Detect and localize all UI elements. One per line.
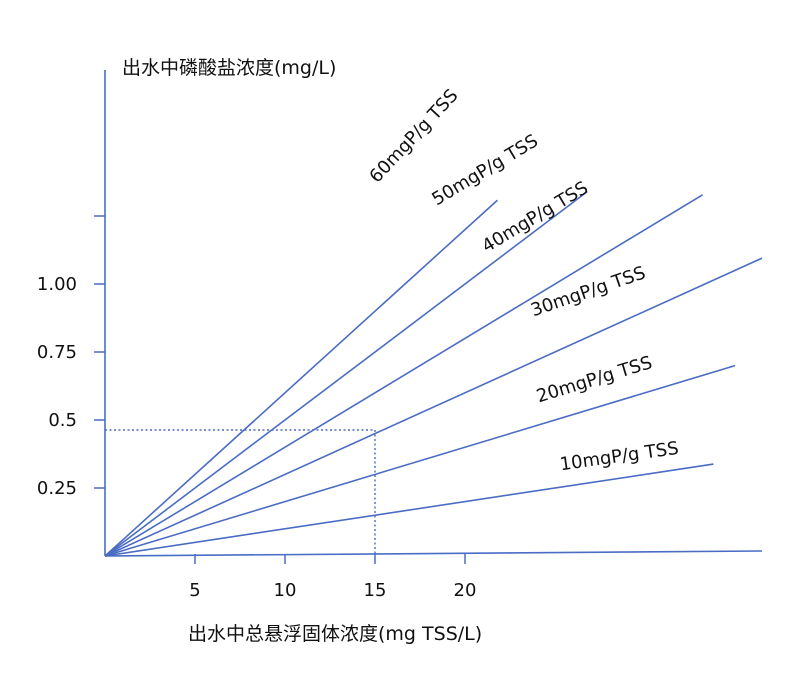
x-tick-label: 20 bbox=[454, 580, 477, 601]
y-tick-label: 0.75 bbox=[37, 342, 77, 363]
series-line bbox=[104, 199, 498, 557]
series-line bbox=[104, 257, 763, 557]
series-label: 20mgP/g TSS bbox=[534, 352, 655, 407]
series-label: 30mgP/g TSS bbox=[528, 262, 648, 321]
x-axis bbox=[104, 550, 763, 557]
y-tick-label: 1.00 bbox=[37, 274, 77, 295]
series-label: 10mgP/g TSS bbox=[558, 438, 680, 475]
series-label: 50mgP/g TSS bbox=[428, 130, 541, 210]
y-axis-title: 出水中磷酸盐浓度(mg/L) bbox=[122, 57, 336, 79]
series-line bbox=[104, 364, 736, 557]
x-tick-label: 15 bbox=[364, 580, 387, 601]
x-tick-label: 10 bbox=[274, 580, 297, 601]
y-tick-label: 0.5 bbox=[48, 410, 77, 431]
y-tick-label: 0.25 bbox=[37, 478, 77, 499]
series-line bbox=[104, 463, 714, 557]
series-label: 40mgP/g TSS bbox=[478, 177, 591, 257]
x-tick-label: 5 bbox=[189, 580, 200, 601]
series-label: 60mgP/g TSS bbox=[365, 85, 462, 187]
series-line bbox=[104, 194, 704, 557]
series-line bbox=[104, 190, 588, 557]
x-axis-title: 出水中总悬浮固体浓度(mg TSS/L) bbox=[188, 623, 482, 645]
